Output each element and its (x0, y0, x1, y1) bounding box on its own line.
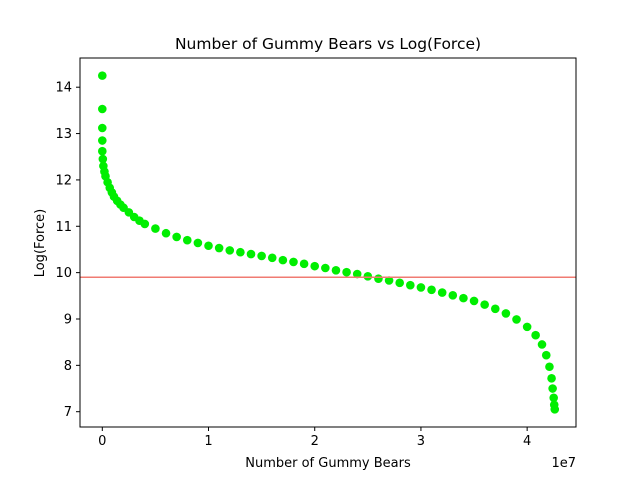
chart-title: Number of Gummy Bears vs Log(Force) (175, 35, 481, 53)
data-point (501, 309, 511, 318)
data-point (172, 232, 181, 242)
data-point (395, 278, 404, 288)
data-point (549, 393, 558, 403)
x-tick-label: 4 (523, 434, 531, 449)
data-point (182, 235, 192, 245)
data-point (98, 123, 107, 133)
data-point (98, 154, 108, 164)
data-point (384, 276, 394, 285)
data-point (490, 304, 500, 314)
data-point (416, 283, 426, 292)
data-point (459, 293, 468, 303)
data-point (236, 247, 245, 257)
x-tick-label: 2 (311, 434, 319, 449)
data-point (541, 350, 551, 360)
data-point (204, 241, 213, 251)
data-point (140, 219, 150, 229)
data-point (512, 315, 521, 324)
y-tick-label: 10 (55, 266, 72, 281)
y-tick-label: 7 (64, 405, 72, 420)
data-point (278, 255, 288, 265)
data-point (193, 238, 203, 248)
data-point (547, 374, 556, 383)
data-points (98, 71, 560, 414)
data-point (531, 330, 540, 340)
x-axis-label: Number of Gummy Bears (245, 456, 411, 471)
data-point (374, 274, 383, 283)
data-point (522, 322, 532, 332)
data-point (310, 261, 320, 271)
data-point (267, 253, 277, 263)
data-point (214, 243, 224, 253)
data-point (246, 249, 256, 259)
data-point (98, 71, 107, 80)
data-point (427, 285, 436, 295)
y-tick-label: 9 (64, 312, 72, 327)
y-tick-label: 12 (55, 173, 72, 188)
data-point (537, 340, 547, 349)
data-point (299, 259, 309, 269)
data-point (161, 228, 171, 238)
y-tick-label: 11 (55, 220, 72, 235)
data-point (98, 136, 107, 145)
data-point (352, 269, 362, 279)
data-point (98, 104, 107, 114)
plot-frame (79, 57, 577, 428)
data-point (406, 280, 415, 290)
data-point (550, 405, 560, 414)
data-point (257, 251, 266, 261)
data-point (342, 267, 351, 277)
x-tick-label: 0 (98, 434, 106, 449)
data-point (437, 288, 447, 297)
y-axis-label: Log(Force) (33, 209, 48, 278)
data-point (98, 146, 107, 156)
data-point (448, 291, 458, 300)
y-tick-label: 14 (55, 81, 72, 96)
data-point (363, 272, 373, 281)
data-point (321, 263, 330, 273)
data-point (289, 257, 298, 267)
x-axis-offset-label: 1e7 (551, 456, 576, 471)
data-point (331, 266, 341, 275)
data-point (151, 224, 160, 233)
x-axis-ticks: 0 1 2 3 4 (98, 427, 531, 449)
y-axis-ticks: 7 8 9 10 11 12 13 14 (55, 81, 80, 420)
data-point (548, 384, 557, 393)
y-tick-label: 13 (55, 127, 72, 142)
y-tick-label: 8 (64, 359, 72, 374)
x-tick-label: 1 (204, 434, 212, 449)
x-tick-label: 3 (417, 434, 425, 449)
data-point (469, 296, 479, 306)
data-point (545, 362, 554, 372)
data-point (480, 300, 489, 309)
data-point (225, 246, 235, 255)
